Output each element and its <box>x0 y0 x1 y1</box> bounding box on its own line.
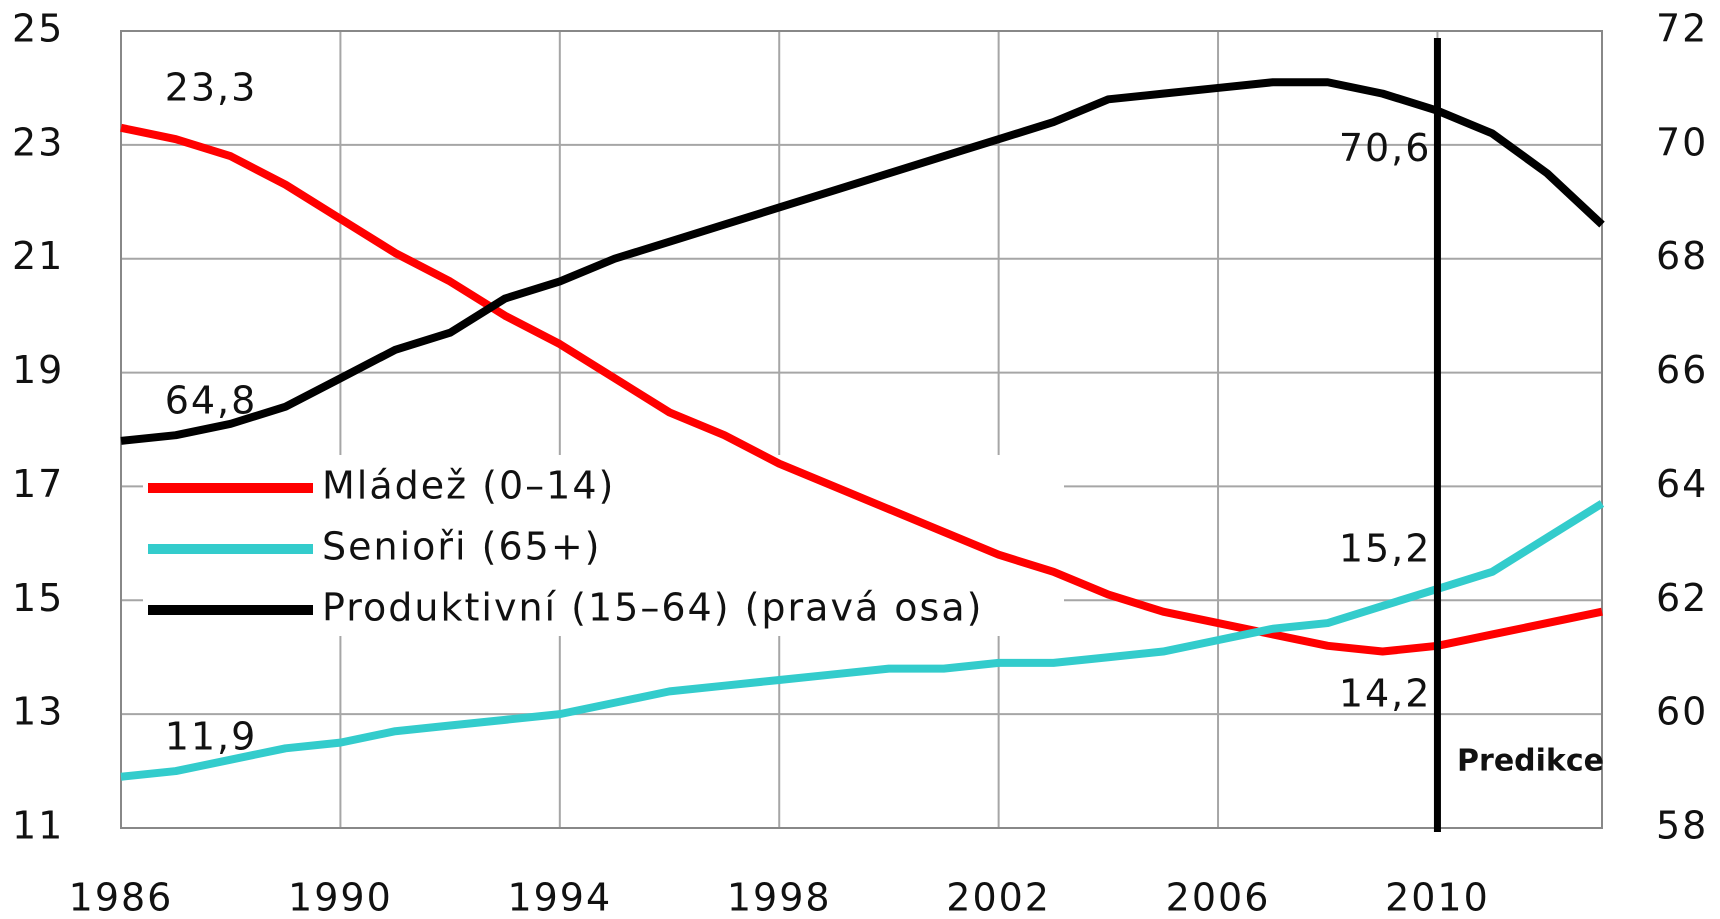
y-tick-label: 13 <box>12 690 64 734</box>
x-tick-label: 2002 <box>946 876 1051 919</box>
data-label: 14,2 <box>1339 671 1432 715</box>
data-label: 70,6 <box>1339 126 1432 170</box>
data-label: 64,8 <box>165 378 258 422</box>
plot-frame <box>120 30 1603 829</box>
series-line <box>120 500 1605 781</box>
x-tick-label: 1990 <box>288 876 393 919</box>
x-tick-label: 2006 <box>1166 876 1271 919</box>
x-tick-label: 1994 <box>507 876 612 919</box>
y2-tick-label: 70 <box>1656 120 1708 164</box>
y2-tick-label: 64 <box>1656 462 1708 506</box>
x-tick-label: 2010 <box>1385 876 1490 919</box>
annotation: Predikce <box>1457 744 1604 779</box>
y-tick-label: 23 <box>12 120 64 164</box>
data-label: 15,2 <box>1339 526 1432 570</box>
x-tick-label: 1986 <box>69 876 174 919</box>
y-tick-label: 11 <box>12 804 64 848</box>
y-tick-label: 17 <box>12 462 64 506</box>
y2-tick-label: 66 <box>1656 348 1708 392</box>
data-label: 23,3 <box>165 65 258 109</box>
legend-label: Mládež (0–14) <box>322 464 615 508</box>
legend-label: Senioři (65+) <box>322 525 602 569</box>
y2-tick-label: 62 <box>1656 576 1708 620</box>
legend-label: Produktivní (15–64) (pravá osa) <box>322 586 983 630</box>
y-tick-label: 25 <box>12 7 64 51</box>
y-tick-label: 15 <box>12 576 64 620</box>
series-line <box>120 123 1603 656</box>
y2-tick-label: 68 <box>1656 234 1708 278</box>
series-line <box>120 78 1605 445</box>
y2-tick-label: 58 <box>1656 804 1708 848</box>
x-tick-label: 1998 <box>727 876 832 919</box>
y-tick-label: 21 <box>12 234 64 278</box>
y2-tick-label: 60 <box>1656 690 1708 734</box>
y-tick-label: 19 <box>12 348 64 392</box>
data-label: 11,9 <box>165 714 258 758</box>
y2-tick-label: 72 <box>1656 7 1708 51</box>
